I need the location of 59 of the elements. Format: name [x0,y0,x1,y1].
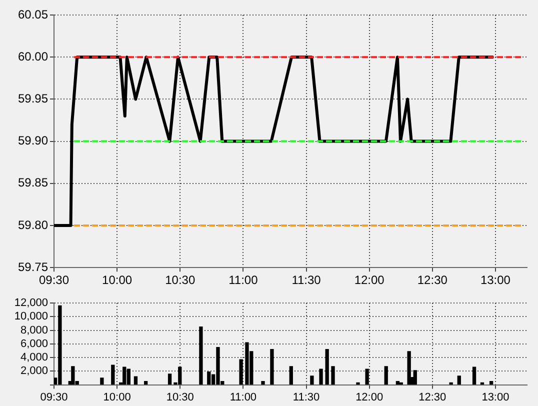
x-tick-label: 11:00 [230,391,257,404]
x-tick-label: 10:00 [102,273,132,288]
y-tick-label: 59.95 [18,92,48,106]
bar [413,370,417,385]
bar [457,376,461,385]
x-tick-label: 13:00 [480,273,511,288]
bar [134,376,138,385]
y-tick-label: 2,000 [20,365,48,378]
bar [489,381,494,385]
y-tick-label: 12,000 [14,297,48,310]
bar [325,349,329,385]
x-tick-label: 12:30 [418,391,446,404]
bar [199,326,203,385]
bar [407,351,411,385]
bar [58,305,62,385]
bar [449,382,453,385]
bar [396,381,400,385]
bar [289,366,293,385]
x-tick-label: 11:30 [292,391,320,404]
bar [239,359,243,385]
x-tick-label: 11:30 [292,273,322,288]
bar [71,366,75,385]
y-tick-label: 59.85 [18,176,48,190]
bar [331,366,335,385]
x-tick-label: 12:00 [354,273,385,288]
y-tick-label: 59.80 [18,218,48,232]
x-tick-label: 12:30 [417,273,448,288]
bar [270,349,274,385]
y-tick-label: 4,000 [20,352,48,364]
bar [261,381,265,385]
y-tick-label: 59.90 [18,134,48,148]
bar [122,366,126,385]
x-tick-label: 09:30 [40,391,68,404]
bar [207,372,211,385]
x-tick-label: 09:30 [38,273,70,288]
bar [144,381,148,385]
y-tick-label: 60.00 [18,49,48,64]
bar [356,382,360,385]
bar [100,378,104,385]
bar [245,342,249,385]
x-tick-label: 10:30 [165,273,196,288]
y-tick-label: 60.05 [18,7,48,22]
bar [365,368,369,385]
bar [126,368,130,385]
bar [472,366,476,385]
y-tick-label: 10,000 [14,310,48,323]
x-tick-label: 12:00 [356,391,384,404]
y-tick-label: 8,000 [20,324,48,336]
y-tick-label: 59.75 [18,260,48,274]
bar [111,364,115,385]
bar [168,374,172,385]
y-tick-label: 6,000 [20,338,48,350]
bar [384,366,388,385]
bar [319,368,323,385]
bar [310,376,314,385]
x-tick-label: 10:00 [103,391,131,404]
x-tick-label: 10:30 [166,391,194,404]
x-tick-label: 13:00 [482,391,510,404]
x-tick-label: 11:00 [228,273,258,288]
